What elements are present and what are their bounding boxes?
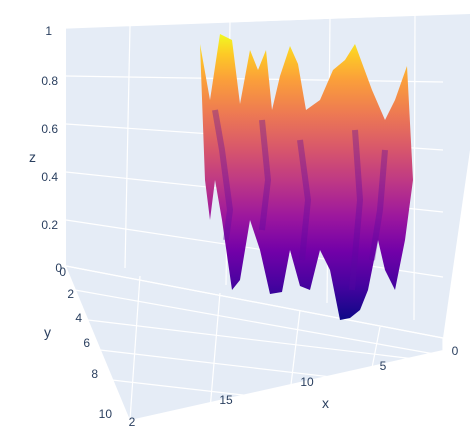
surface-mesh (200, 34, 413, 320)
z-tick-1: 1 (45, 24, 52, 38)
y-tick-0: 0 (59, 265, 66, 279)
y-tick-6: 6 (83, 336, 90, 350)
back-wall-gridline-3 (413, 14, 416, 321)
x-tick-5: 5 (380, 359, 387, 373)
floor-y-gridline-2 (87, 319, 441, 363)
surface-fold-0 (212, 109, 234, 241)
y-tick-8: 8 (91, 367, 98, 381)
y-tick-2: 2 (67, 287, 74, 301)
surface-fold-4 (369, 149, 388, 261)
floor-plane (66, 266, 443, 420)
z-tick-0_6: 0.6 (41, 122, 58, 136)
floor-y-gridline-4 (111, 379, 331, 406)
z-tick-0_4: 0.4 (41, 170, 58, 184)
floor-y-gridline-0 (65, 265, 444, 339)
floor-y-gridline-5 (127, 417, 291, 421)
surface-fold-3 (349, 129, 364, 291)
z-tick-0: 0 (55, 261, 62, 275)
z-gridline-1 (65, 219, 444, 278)
floor-y-gridline-3 (99, 349, 401, 386)
z-axis-title: z (29, 149, 36, 165)
floor-y-gridline-1 (74, 289, 441, 356)
z-gridline-5 (65, 13, 444, 29)
x-tick-15: 15 (219, 393, 233, 407)
back-wall-gridline-0 (124, 25, 131, 269)
y-tick-10: 10 (99, 407, 113, 421)
z-tick-0_2: 0.2 (41, 218, 58, 232)
x-tick-edge-2: 2 (129, 415, 136, 429)
surface-fold-1 (259, 119, 272, 231)
floor-x-gridline-3 (209, 292, 221, 411)
x-tick-10: 10 (300, 375, 314, 389)
surface-fold-2 (297, 139, 312, 261)
y-tick-4: 4 (75, 311, 82, 325)
floor-x-gridline-1 (369, 326, 381, 379)
surface-body (200, 34, 413, 320)
floor-x-gridline-2 (289, 309, 301, 394)
floor-x-gridline-4 (129, 275, 141, 421)
x-tick-0: 0 (452, 344, 459, 358)
z-tick-0_8: 0.8 (41, 74, 58, 88)
y-axis-title: y (44, 324, 51, 340)
x-axis-title: x (322, 395, 329, 411)
